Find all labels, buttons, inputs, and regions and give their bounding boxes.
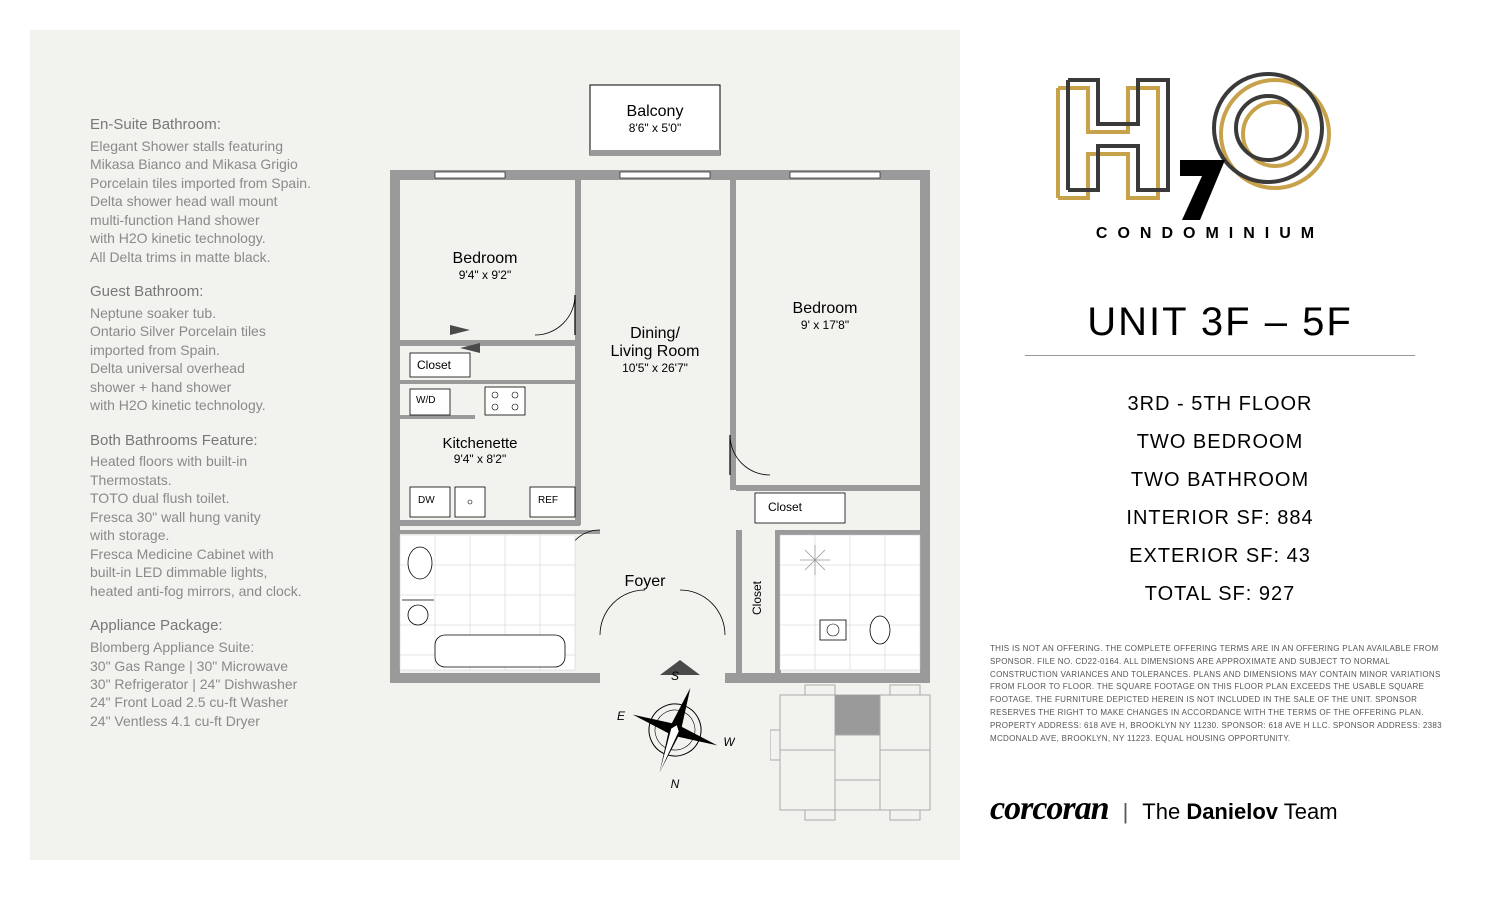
compass-e: E — [617, 709, 626, 723]
compass-rose: N S E W — [615, 670, 735, 790]
spec-heading-both: Both Bathrooms Feature: — [90, 431, 350, 451]
label-living: Dining/ Living Room 10'5" x 26'7" — [585, 325, 725, 375]
spec-body-guest: Neptune soaker tub. Ontario Silver Porce… — [90, 304, 350, 415]
logo — [1050, 70, 1350, 230]
left-page-panel: En-Suite Bathroom: Elegant Shower stalls… — [30, 30, 960, 860]
unit-title: UNIT 3F – 5F — [1020, 300, 1420, 345]
pipe-divider: | — [1123, 799, 1129, 825]
spec-heading-ensuite: En-Suite Bathroom: — [90, 115, 350, 135]
corcoran-logo: corcoran — [990, 790, 1109, 828]
spec-column: En-Suite Bathroom: Elegant Shower stalls… — [90, 115, 350, 734]
label-kitchen: Kitchenette 9'4" x 8'2" — [410, 435, 550, 466]
spec-body-both: Heated floors with built-in Thermostats.… — [90, 452, 350, 600]
label-closet-2: Closet — [768, 500, 802, 514]
spec-line-exterior: EXTERIOR SF: 43 — [1020, 537, 1420, 575]
logo-subtitle: CONDOMINIUM — [1020, 225, 1400, 243]
label-ref: REF — [538, 495, 558, 506]
compass-s: S — [671, 670, 679, 683]
unit-specs-block: 3RD - 5TH FLOOR TWO BEDROOM TWO BATHROOM… — [1020, 385, 1420, 613]
label-wd: W/D — [416, 395, 435, 406]
spec-line-total: TOTAL SF: 927 — [1020, 575, 1420, 613]
spec-line-floor: 3RD - 5TH FLOOR — [1020, 385, 1420, 423]
label-bed-right: Bedroom 9' x 17'8" — [750, 300, 900, 332]
legal-disclaimer: THIS IS NOT AN OFFERING. THE COMPLETE OF… — [990, 643, 1460, 745]
label-closet-1: Closet — [417, 358, 451, 372]
spec-line-bath: TWO BATHROOM — [1020, 461, 1420, 499]
brokerage-line: corcoran | The Danielov Team — [990, 790, 1460, 828]
spec-heading-appliance: Appliance Package: — [90, 616, 350, 636]
divider-line — [1025, 355, 1415, 356]
spec-heading-guest: Guest Bathroom: — [90, 282, 350, 302]
spec-line-interior: INTERIOR SF: 884 — [1020, 499, 1420, 537]
label-bed-left: Bedroom 9'4" x 9'2" — [415, 250, 555, 282]
label-closet-3: Closet — [750, 581, 764, 615]
floor-plan: Balcony 8'6" x 5'0" Bedroom 9'4" x 9'2" … — [380, 75, 950, 715]
compass-n: N — [671, 777, 680, 790]
compass-w: W — [723, 735, 735, 749]
team-name: The Danielov Team — [1142, 799, 1337, 825]
label-dw: DW — [418, 495, 435, 506]
label-balcony: Balcony 8'6" x 5'0" — [590, 103, 720, 135]
key-plan — [770, 670, 940, 830]
spec-body-ensuite: Elegant Shower stalls featuring Mikasa B… — [90, 137, 350, 266]
spec-body-appliance: Blomberg Appliance Suite: 30" Gas Range … — [90, 638, 350, 730]
label-foyer: Foyer — [595, 573, 695, 591]
right-info-panel: CONDOMINIUM UNIT 3F – 5F 3RD - 5TH FLOOR… — [980, 30, 1470, 860]
spec-line-bed: TWO BEDROOM — [1020, 423, 1420, 461]
